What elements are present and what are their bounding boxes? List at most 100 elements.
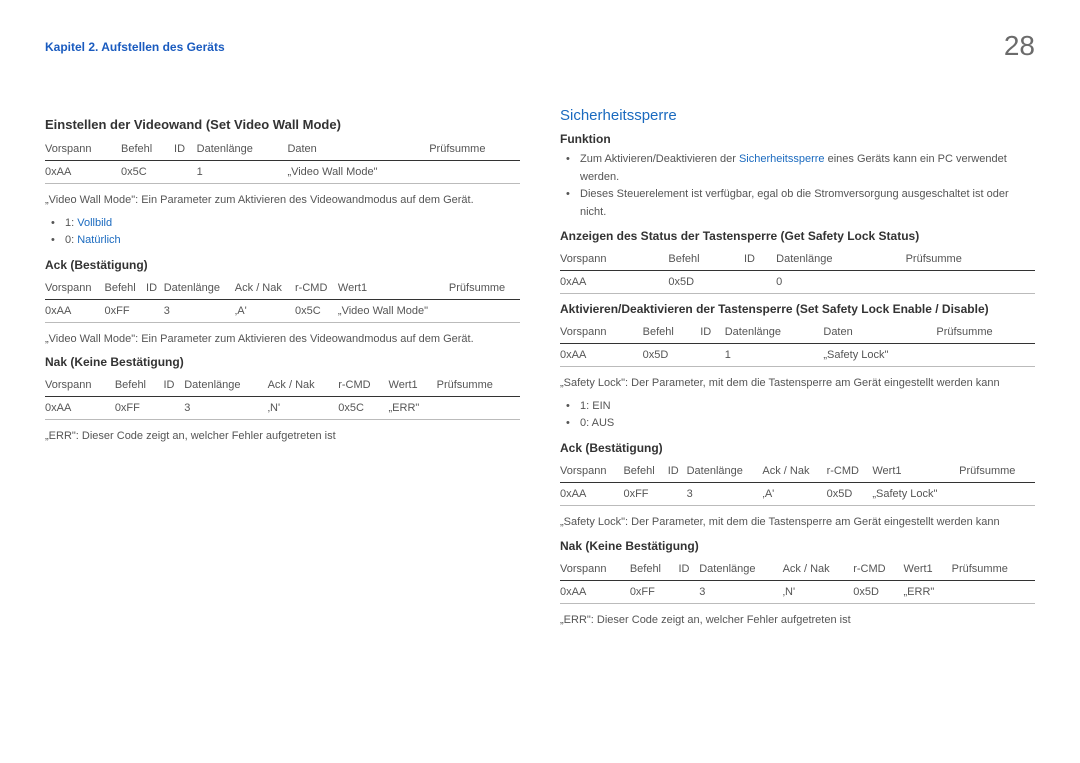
right-bullets-1: Zum Aktivieren/Deaktivieren der Sicherhe… — [560, 151, 1035, 221]
vollbild-link[interactable]: Vollbild — [77, 217, 112, 229]
td — [668, 483, 687, 506]
td: 0xAA — [45, 299, 105, 322]
td: 0xFF — [115, 397, 164, 420]
td: „Safety Lock" — [872, 483, 959, 506]
th: Vorspann — [560, 248, 668, 271]
right-heading-4: Aktivieren/Deaktivieren der Tastensperre… — [560, 302, 1035, 316]
left-column: Einstellen der Videowand (Set Video Wall… — [45, 107, 520, 634]
td — [163, 397, 184, 420]
th: Daten — [823, 321, 936, 344]
td: 0x5D — [827, 483, 873, 506]
left-heading-1: Einstellen der Videowand (Set Video Wall… — [45, 117, 520, 132]
th: Befehl — [623, 460, 667, 483]
th: Befehl — [105, 277, 147, 300]
page-number: 28 — [1004, 30, 1035, 62]
td: 0xFF — [630, 580, 679, 603]
right-section-title: Sicherheitssperre — [560, 107, 1035, 124]
td — [700, 344, 725, 367]
left-table-2: Vorspann Befehl ID Datenlänge Ack / Nak … — [45, 277, 520, 323]
td: 1 — [725, 344, 824, 367]
th: Vorspann — [560, 460, 623, 483]
bullet: 0: Natürlich — [57, 232, 520, 250]
page-header: Kapitel 2. Aufstellen des Geräts 28 — [45, 30, 1035, 62]
right-heading-5: Ack (Bestätigung) — [560, 441, 1035, 455]
bullet: 1: EIN — [572, 398, 1035, 416]
td: 0 — [776, 271, 905, 294]
td — [429, 161, 520, 184]
td: „Safety Lock" — [823, 344, 936, 367]
td: 3 — [687, 483, 763, 506]
th: Wert1 — [872, 460, 959, 483]
th: Ack / Nak — [762, 460, 826, 483]
th: Wert1 — [389, 374, 437, 397]
td — [449, 299, 520, 322]
right-heading-funktion: Funktion — [560, 132, 1035, 146]
th: Prüfsumme — [437, 374, 520, 397]
right-note-1: „Safety Lock": Der Parameter, mit dem di… — [560, 375, 1035, 392]
td — [437, 397, 520, 420]
td: ‚A' — [235, 299, 295, 322]
right-note-2: „Safety Lock": Der Parameter, mit dem di… — [560, 514, 1035, 531]
natuerlich-link[interactable]: Natürlich — [77, 234, 120, 246]
left-table-1: Vorspann Befehl ID Datenlänge Daten Prüf… — [45, 138, 520, 184]
th: Vorspann — [560, 321, 643, 344]
chapter-label: Kapitel 2. Aufstellen des Geräts — [45, 30, 225, 54]
td — [678, 580, 699, 603]
right-note-3: „ERR": Dieser Code zeigt an, welcher Feh… — [560, 612, 1035, 629]
td: 0x5D — [643, 344, 701, 367]
th: ID — [163, 374, 184, 397]
td: 0xAA — [45, 397, 115, 420]
th: Befehl — [115, 374, 164, 397]
bullet-prefix: 0: — [65, 234, 77, 246]
right-table-2: Vorspann Befehl ID Datenlänge Daten Prüf… — [560, 321, 1035, 367]
bullet: 0: AUS — [572, 415, 1035, 433]
left-heading-2: Ack (Bestätigung) — [45, 258, 520, 272]
th: Vorspann — [45, 374, 115, 397]
th: Vorspann — [560, 558, 630, 581]
th: Befehl — [630, 558, 679, 581]
right-heading-6: Nak (Keine Bestätigung) — [560, 539, 1035, 553]
th: Datenlänge — [699, 558, 782, 581]
td — [959, 483, 1035, 506]
td — [174, 161, 197, 184]
th: Ack / Nak — [235, 277, 295, 300]
th: Vorspann — [45, 277, 105, 300]
td: 0xFF — [105, 299, 147, 322]
right-bullets-2: 1: EIN 0: AUS — [560, 398, 1035, 433]
td: 0xAA — [45, 161, 121, 184]
td — [936, 344, 1035, 367]
right-table-3: Vorspann Befehl ID Datenlänge Ack / Nak … — [560, 460, 1035, 506]
th: Prüfsumme — [952, 558, 1035, 581]
td: 3 — [164, 299, 235, 322]
th: Wert1 — [904, 558, 952, 581]
th: ID — [700, 321, 725, 344]
th: Vorspann — [45, 138, 121, 161]
td: „ERR" — [389, 397, 437, 420]
td: 0xAA — [560, 344, 643, 367]
th: r-CMD — [295, 277, 338, 300]
td — [744, 271, 776, 294]
th: ID — [668, 460, 687, 483]
right-table-1: Vorspann Befehl ID Datenlänge Prüfsumme … — [560, 248, 1035, 294]
right-heading-3: Anzeigen des Status der Tastensperre (Ge… — [560, 229, 1035, 243]
th: Datenlänge — [164, 277, 235, 300]
td: ‚N' — [268, 397, 339, 420]
sicherheitssperre-link[interactable]: Sicherheitssperre — [739, 153, 825, 165]
td: 1 — [197, 161, 288, 184]
th: Prüfsumme — [959, 460, 1035, 483]
th: r-CMD — [338, 374, 388, 397]
td: 3 — [184, 397, 267, 420]
th: Daten — [287, 138, 429, 161]
td: 0xAA — [560, 483, 623, 506]
th: Datenlänge — [776, 248, 905, 271]
th: Prüfsumme — [449, 277, 520, 300]
th: Befehl — [643, 321, 701, 344]
right-column: Sicherheitssperre Funktion Zum Aktiviere… — [560, 107, 1035, 634]
td — [952, 580, 1035, 603]
bullet: 1: Vollbild — [57, 215, 520, 233]
th: Befehl — [121, 138, 174, 161]
th: ID — [744, 248, 776, 271]
content-columns: Einstellen der Videowand (Set Video Wall… — [45, 107, 1035, 634]
th: ID — [678, 558, 699, 581]
left-table-3: Vorspann Befehl ID Datenlänge Ack / Nak … — [45, 374, 520, 420]
